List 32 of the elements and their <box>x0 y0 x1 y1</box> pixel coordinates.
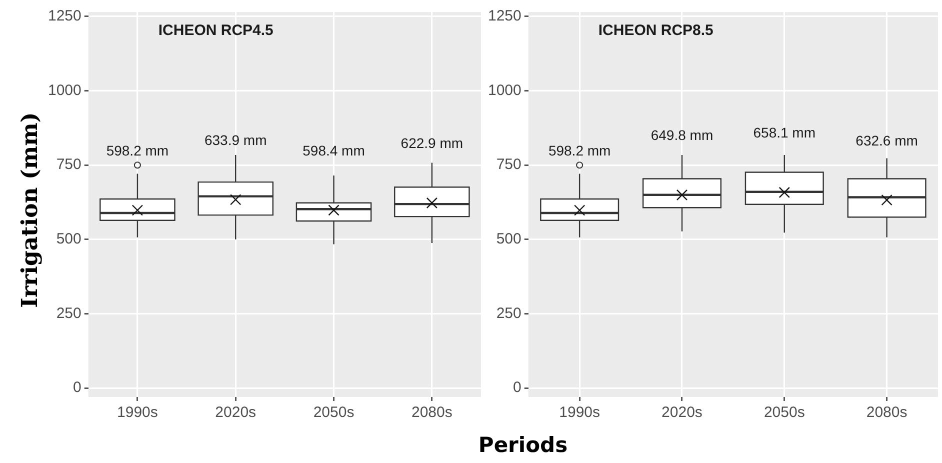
y-tick-label: 1000 <box>48 82 82 99</box>
annotation: 633.9 mm <box>204 132 267 148</box>
x-tick-label: 2050s <box>313 404 354 422</box>
y-tick-label: 750 <box>56 156 82 174</box>
annotation: 598.4 mm <box>302 142 365 158</box>
y-tick-label: 1000 <box>488 82 522 99</box>
annotation: 598.2 mm <box>106 142 169 158</box>
annotation: 658.1 mm <box>753 124 816 141</box>
y-tick-label: 500 <box>56 230 82 248</box>
x-tick-label: 2080s <box>866 404 908 422</box>
annotation: 622.9 mm <box>400 135 464 152</box>
x-tick-label: 1990s <box>559 404 600 422</box>
y-tick-label: 1250 <box>488 8 522 25</box>
y-tick-label: 1250 <box>48 8 82 25</box>
y-tick-label: 500 <box>496 230 522 248</box>
text: ICHEON RCP8.5 <box>598 22 714 40</box>
x-axis-title: Periods <box>478 433 568 457</box>
y-tick-label: 250 <box>56 304 82 322</box>
x-tick-label: 2080s <box>411 404 452 422</box>
y-tick-label: 750 <box>496 156 522 174</box>
text: ICHEON RCP4.5 <box>158 22 274 40</box>
x-tick-label: 1990s <box>117 404 158 422</box>
x-tick-label: 2020s <box>662 404 702 422</box>
annotation: 632.6 mm <box>856 132 918 148</box>
x-tick-label: 2050s <box>764 404 805 422</box>
annotation: 598.2 mm <box>548 142 611 158</box>
annotation: 649.8 mm <box>650 127 714 144</box>
y-tick-label: 250 <box>496 304 522 322</box>
x-tick-label: 2020s <box>215 404 256 422</box>
y-axis-title: Irrigation (mm) <box>17 112 43 308</box>
y-tick-label: 0 <box>513 379 522 396</box>
y-tick-label: 0 <box>73 379 82 396</box>
